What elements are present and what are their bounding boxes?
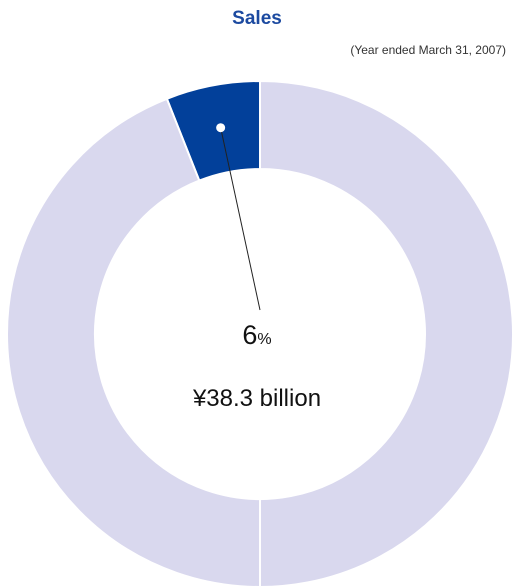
leader-line: [220, 127, 261, 311]
chart-title: Sales: [232, 8, 282, 29]
chart-subtitle: (Year ended March 31, 2007): [350, 43, 506, 57]
remaining-slice: [6, 79, 514, 588]
slice-marker-dot: [216, 123, 226, 133]
center-amount-label: ¥38.3 billion: [192, 385, 322, 412]
center-percent-value: 6: [242, 320, 258, 350]
center-percent-label: 6%: [0, 320, 514, 351]
center-percent-unit: %: [257, 331, 272, 348]
